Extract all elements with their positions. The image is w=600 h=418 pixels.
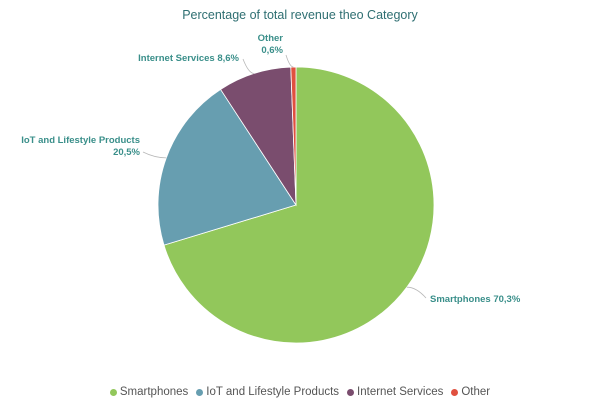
legend-item[interactable]: Internet Services (347, 386, 443, 398)
legend-label: Other (461, 386, 491, 398)
chart-legend: Smartphones IoT and Lifestyle Products Int… (0, 386, 600, 398)
legend-swatch (196, 388, 204, 396)
pie-slice-smartphones (163, 66, 435, 344)
legend-swatch (347, 388, 355, 396)
legend-swatch (451, 388, 459, 396)
legend-label: Smartphones (119, 386, 189, 398)
leader-line (285, 54, 294, 68)
legend-swatch (109, 388, 117, 396)
legend-label: Internet Services (357, 386, 444, 398)
data-label: Smartphones 70,3% (430, 294, 521, 305)
pie-slice-iot-and-lifestyle-products (157, 88, 297, 246)
legend-item[interactable]: IoT and Lifestyle Products (196, 386, 339, 398)
pie-slice-other (290, 66, 297, 206)
leader-line (242, 58, 255, 74)
data-label: IoT and Lifestyle Products 20,5% (21, 135, 140, 158)
leader-line (142, 151, 167, 159)
chart-title: Percentage of total revenue theo Categor… (182, 8, 418, 22)
legend-label: IoT and Lifestyle Products (206, 386, 340, 398)
legend-item[interactable]: Other (451, 386, 490, 398)
leader-line (406, 286, 427, 299)
data-label: Other 0,6% (258, 33, 284, 56)
legend-item[interactable]: Smartphones (109, 386, 189, 398)
data-label: Internet Services 8,6% (138, 53, 239, 64)
